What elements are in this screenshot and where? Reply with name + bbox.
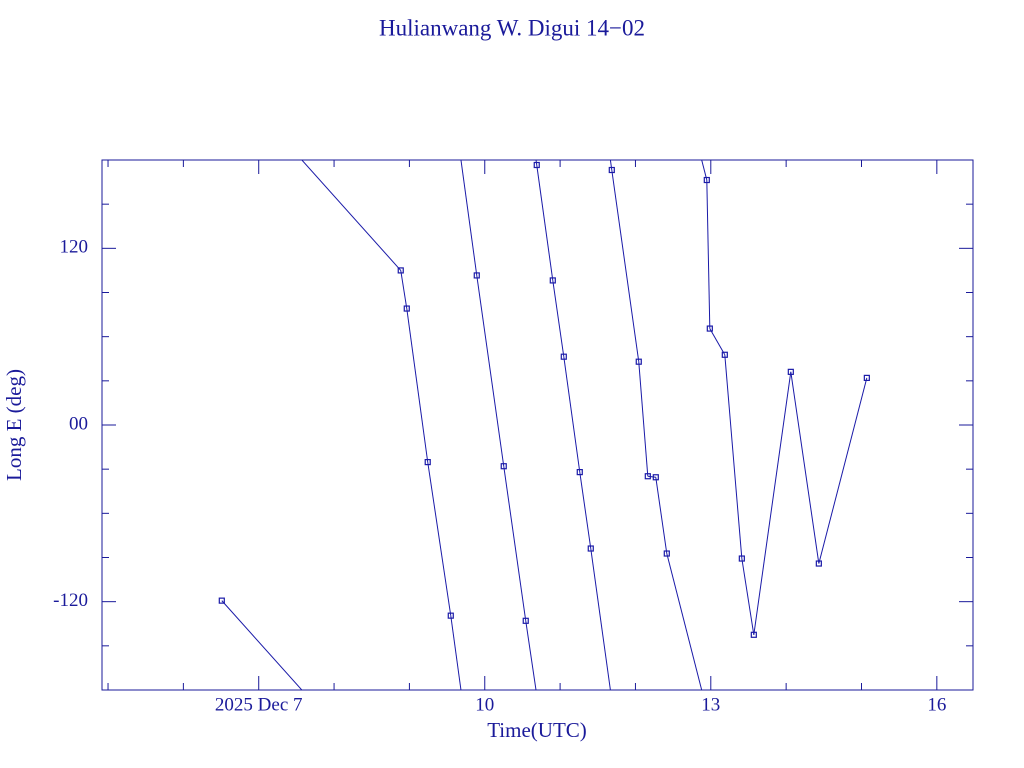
connector	[301, 160, 402, 271]
data-point	[644, 473, 651, 480]
data-point	[663, 550, 670, 557]
connector	[706, 180, 711, 329]
data-point	[703, 176, 710, 184]
data-point	[447, 612, 454, 619]
connector	[638, 361, 649, 477]
connector	[450, 615, 462, 690]
connector	[476, 275, 505, 467]
x-tick-label: 2025 Dec 7	[215, 694, 303, 715]
y-tick-label: -120	[53, 590, 88, 611]
data-point	[587, 545, 594, 552]
data-point	[815, 560, 822, 567]
connector	[221, 600, 303, 690]
data-point	[473, 272, 480, 279]
data-point	[652, 474, 659, 481]
chart-title: Hulianwang W. Digui 14−02	[379, 15, 645, 40]
connector	[427, 462, 452, 616]
y-tick-label: 00	[69, 413, 88, 434]
data-point	[576, 469, 583, 476]
data-point	[863, 374, 870, 381]
data-point	[560, 353, 567, 360]
x-tick-label: 16	[927, 694, 946, 715]
connector	[655, 477, 668, 554]
y-axis-label: Long E (deg)	[2, 369, 26, 481]
data-point	[403, 305, 410, 312]
connector	[536, 164, 554, 281]
data-point	[706, 325, 713, 332]
connector	[503, 466, 527, 621]
connector	[709, 328, 726, 356]
connector	[701, 160, 708, 181]
data-point	[750, 631, 757, 638]
connector	[741, 558, 755, 635]
connector	[724, 354, 743, 559]
connector	[525, 620, 537, 690]
connector	[400, 270, 408, 309]
data-point	[218, 597, 225, 604]
data-point	[533, 161, 540, 169]
data-point	[721, 351, 728, 358]
data-point	[549, 277, 556, 284]
connector	[818, 377, 868, 564]
plot-area	[221, 160, 868, 690]
y-tick-label: 120	[60, 237, 89, 258]
connector	[460, 160, 478, 276]
x-tick-label: 10	[475, 694, 494, 715]
connector	[552, 280, 565, 357]
connector	[563, 356, 581, 473]
connector	[753, 371, 792, 635]
data-point	[500, 463, 507, 470]
data-point	[787, 368, 794, 375]
data-point	[738, 555, 745, 562]
connector	[406, 308, 429, 463]
connector	[590, 548, 611, 690]
data-point	[608, 166, 615, 174]
connector	[647, 475, 656, 478]
x-axis-label: Time(UTC)	[487, 718, 587, 742]
connector	[579, 472, 592, 549]
plot-frame	[101, 159, 974, 691]
data-point	[522, 617, 529, 624]
connector	[666, 553, 703, 690]
connector	[611, 169, 640, 362]
x-tick-label: 13	[701, 694, 720, 715]
connector	[609, 160, 613, 171]
data-point	[397, 267, 404, 274]
connector	[790, 371, 820, 564]
data-point	[635, 358, 642, 365]
connector	[535, 160, 538, 166]
data-point	[424, 459, 431, 466]
